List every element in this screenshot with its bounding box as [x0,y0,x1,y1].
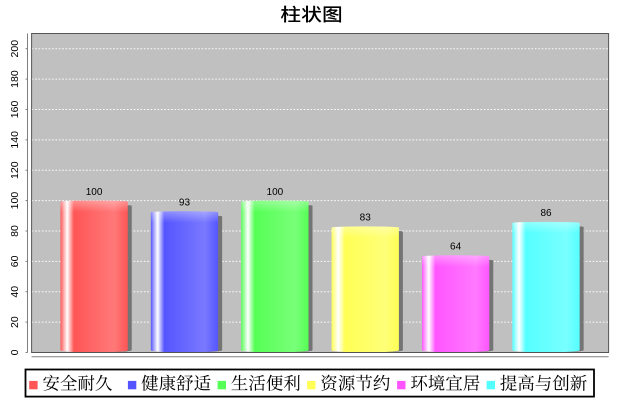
svg-text:83: 83 [360,213,372,224]
svg-text:120: 120 [9,161,21,179]
svg-text:160: 160 [9,101,21,119]
svg-text:93: 93 [179,198,191,209]
svg-text:140: 140 [9,131,21,149]
svg-text:40: 40 [9,286,21,298]
svg-text:0: 0 [9,349,21,355]
svg-text:64: 64 [450,242,462,253]
svg-text:80: 80 [9,225,21,237]
svg-text:20: 20 [9,316,21,328]
svg-text:60: 60 [9,255,21,267]
svg-text:100: 100 [267,187,284,198]
svg-text:100: 100 [86,187,103,198]
svg-text:180: 180 [9,70,21,88]
svg-text:200: 200 [9,40,21,58]
svg-text:100: 100 [9,192,21,210]
svg-text:86: 86 [540,208,552,219]
